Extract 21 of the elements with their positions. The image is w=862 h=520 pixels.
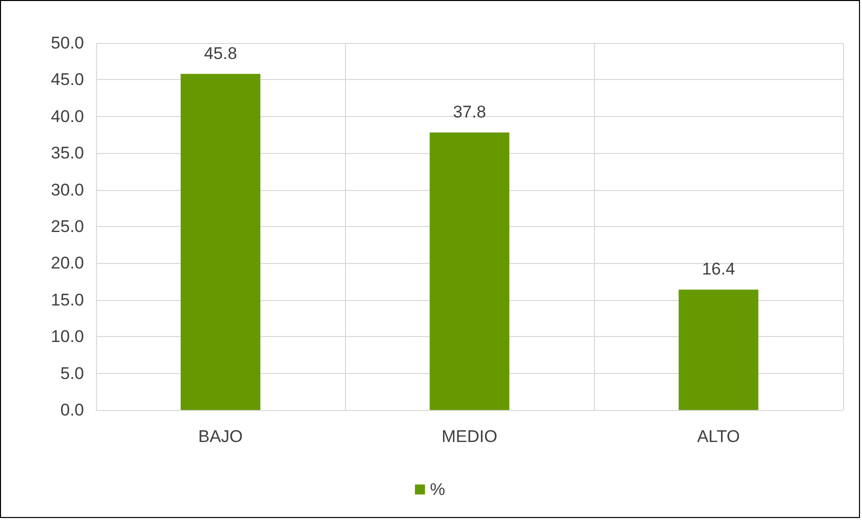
y-tick-label: 10.0 [50, 327, 84, 346]
y-tick-label: 5.0 [60, 364, 84, 383]
y-tick-label: 20.0 [50, 254, 84, 273]
legend-label: % [430, 480, 446, 499]
y-tick-label: 25.0 [50, 217, 84, 236]
data-label: 37.8 [452, 102, 486, 122]
y-tick-label: 30.0 [50, 180, 84, 200]
bar [180, 74, 260, 410]
y-tick-label: 15.0 [50, 290, 84, 310]
y-tick-label: 40.0 [50, 106, 84, 126]
x-tick-label: ALTO [697, 427, 740, 446]
y-tick-label: 45.0 [50, 70, 84, 90]
x-tick-label: BAJO [198, 427, 243, 446]
bar [430, 132, 510, 410]
y-tick-label: 0.0 [60, 400, 84, 420]
x-tick-label: MEDIO [442, 427, 498, 446]
data-label: 45.8 [204, 44, 238, 63]
y-tick-label: 50.0 [50, 34, 84, 52]
bar [678, 290, 758, 410]
y-tick-label: 35.0 [50, 144, 84, 163]
data-label: 16.4 [702, 260, 736, 279]
